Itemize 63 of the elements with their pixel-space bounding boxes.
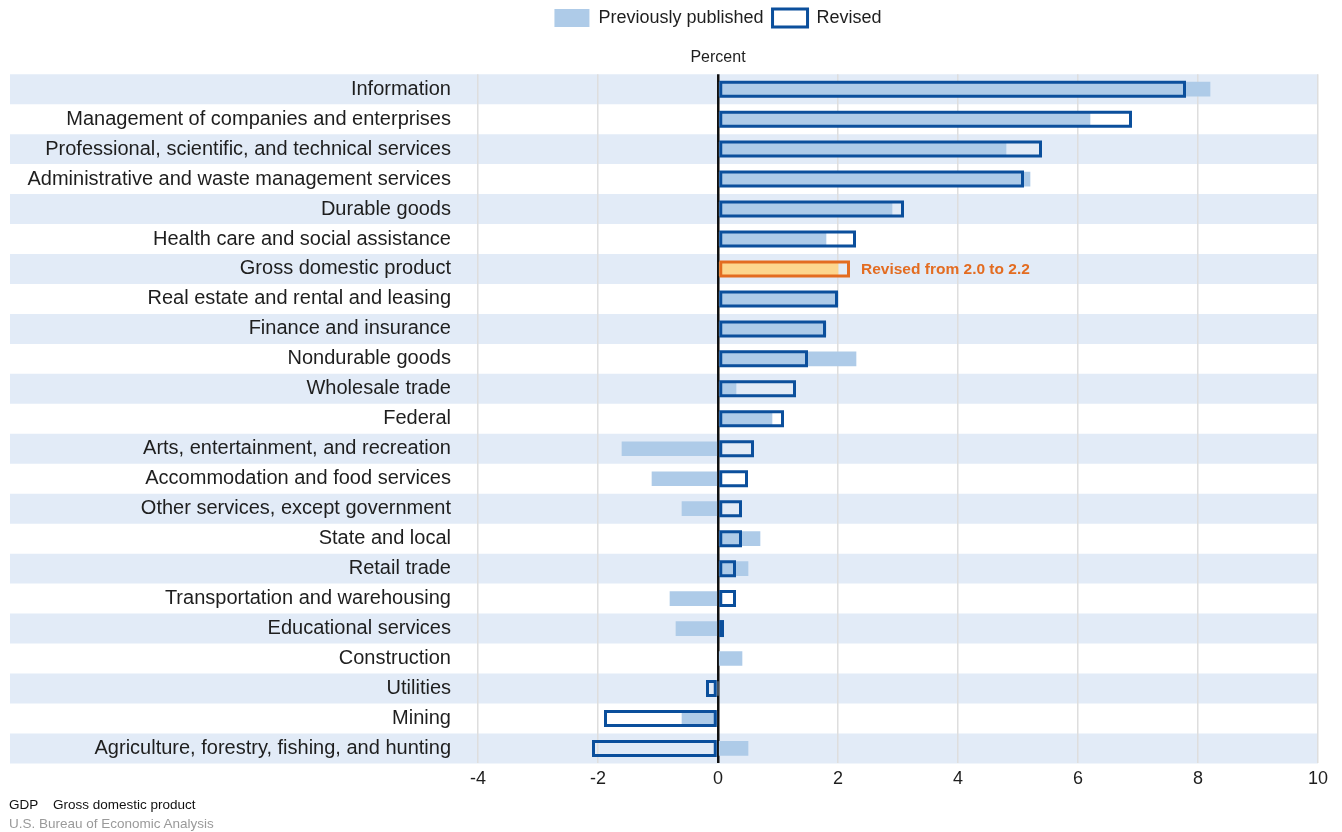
text: U.S. Bureau of Economic Analysis (9, 815, 214, 832)
x-tick-label: 6 (1072, 768, 1084, 789)
bar (719, 260, 850, 278)
y-tick-label: Real estate and rental and leasing (147, 286, 451, 309)
bar (675, 621, 718, 636)
bar (719, 500, 742, 518)
bar (719, 470, 748, 488)
bar (719, 590, 736, 608)
bar (718, 651, 743, 666)
bar (719, 80, 1186, 98)
x-tick-label: 4 (952, 768, 964, 789)
y-tick-label: Construction (338, 646, 451, 669)
legend-label: Revised (816, 6, 882, 27)
x-tick-label: 10 (1307, 768, 1329, 789)
y-tick-label: Gross domestic product (239, 256, 452, 279)
y-tick-label: State and local (318, 526, 451, 549)
y-tick-label: Professional, scientific, and technical services (45, 136, 451, 159)
legend-label: Previously published (598, 6, 764, 27)
bar (719, 410, 784, 428)
y-tick-label: Information (350, 76, 451, 99)
y-tick-label: Agriculture, forestry, fishing, and hunting (94, 735, 451, 758)
y-tick-label: Utilities (386, 676, 451, 698)
y-tick-label: Durable goods (320, 196, 451, 219)
bar (719, 380, 796, 398)
x-tick-label: -2 (589, 768, 607, 789)
bar (719, 140, 1042, 158)
bar (719, 110, 1132, 128)
y-tick-label: Arts, entertainment, and recreation (143, 436, 451, 459)
y-tick-label: Accommodation and food services (145, 466, 451, 489)
bar (719, 350, 808, 368)
annotation: Revised from 2.0 to 2.2 (861, 260, 1030, 278)
bar (592, 739, 717, 757)
bar (718, 741, 749, 756)
y-tick-label: Transportation and warehousing (164, 586, 451, 609)
bar (681, 501, 718, 517)
y-tick-label: Nondurable goods (287, 346, 451, 369)
x-tick-label: 2 (832, 768, 844, 789)
bar (669, 591, 718, 606)
bar (719, 230, 856, 248)
y-tick-label: Finance and insurance (248, 316, 451, 339)
bar (604, 709, 717, 727)
y-tick-label: Administrative and waste management services (27, 166, 451, 189)
x-tick-label: 8 (1192, 768, 1204, 789)
bar (719, 200, 904, 218)
y-tick-label: Retail trade (348, 556, 451, 579)
bar (719, 440, 754, 458)
y-tick-label: Wholesale trade (306, 376, 451, 399)
y-tick-label: Health care and social assistance (153, 226, 451, 249)
x-tick-label: -4 (469, 768, 487, 789)
y-tick-label: Management of companies and enterprises (66, 106, 451, 129)
bar (621, 441, 718, 457)
y-tick-label: Mining (392, 705, 451, 728)
x-tick-label: 0 (712, 768, 724, 789)
bar (706, 679, 717, 697)
bar (651, 471, 718, 487)
y-tick-label: Other services, except government (140, 496, 452, 519)
x-axis-title: Percent (690, 48, 747, 66)
y-tick-label: Educational services (267, 616, 451, 639)
bar (719, 560, 736, 578)
text: GDP Gross domestic product (9, 796, 197, 814)
bar (719, 530, 742, 548)
y-tick-label: Federal (383, 406, 451, 429)
bar (719, 620, 724, 638)
